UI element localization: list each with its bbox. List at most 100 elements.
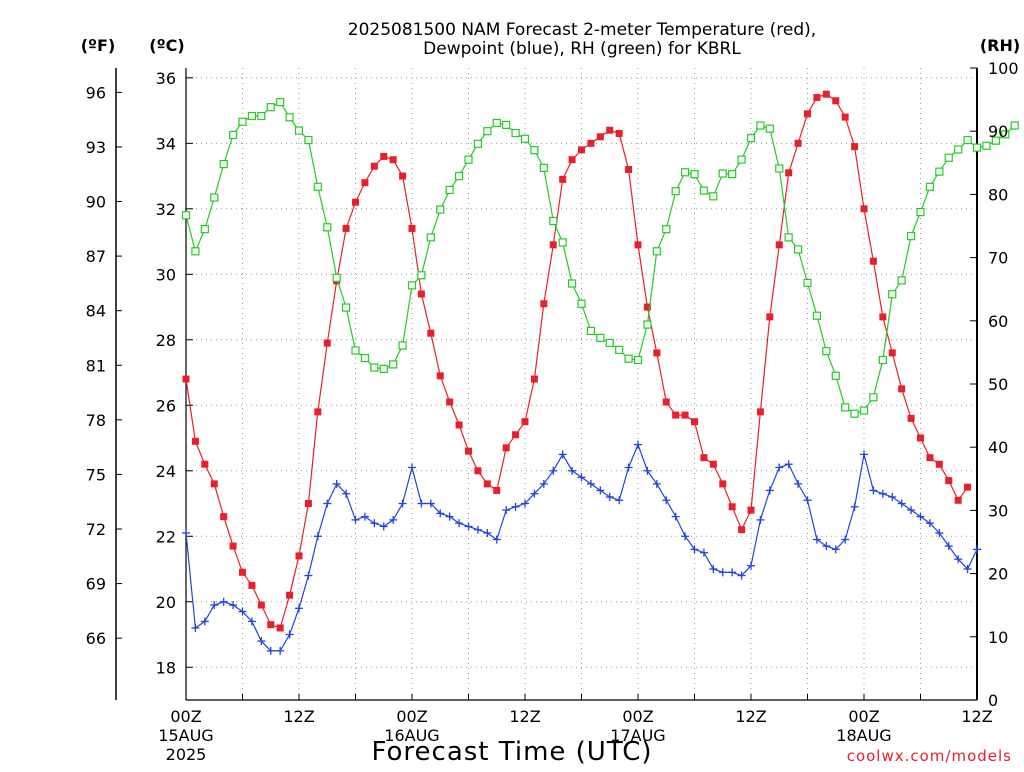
temperature-point (559, 175, 567, 183)
dewpoint-point (210, 601, 219, 610)
rh-line (185, 101, 1016, 415)
fahrenheit-tick-label: 72 (86, 520, 106, 539)
dewpoint-point (417, 499, 426, 508)
series-layer (181, 90, 1019, 655)
dewpoint-point (351, 515, 360, 524)
rh-point (247, 111, 257, 121)
temperature-point (304, 500, 312, 508)
dewpoint-point (247, 617, 256, 626)
dewpoint-point (370, 519, 379, 528)
rh-point (963, 135, 972, 145)
temperature-point (352, 198, 359, 206)
rh-point (567, 279, 577, 288)
rh-point (850, 409, 859, 418)
temperature-point (474, 467, 482, 475)
rh-unit-label: (RH) (980, 36, 1020, 55)
rh-point (615, 345, 624, 354)
rh-point (784, 233, 793, 242)
x-tick-label: 12Z (283, 707, 314, 726)
dewpoint-point (841, 535, 850, 544)
temperature-point (370, 162, 378, 170)
dewpoint-point (671, 512, 680, 521)
rh-point (436, 205, 445, 214)
dewpoint-point (662, 496, 671, 505)
celsius-tick-label: 32 (156, 200, 176, 219)
rh-point (831, 371, 840, 380)
rh-point (370, 363, 379, 372)
rh-point (878, 355, 887, 365)
text-layer: 2025081500 NAM Forecast 2-meter Temperat… (81, 20, 1020, 767)
temperature-point (342, 224, 350, 232)
rh-point (454, 171, 464, 181)
rh-tick-label: 50 (988, 375, 1008, 394)
rh-point (812, 311, 822, 320)
rh-point (294, 126, 304, 135)
celsius-tick-label: 18 (156, 658, 176, 677)
dewpoint-point (869, 486, 878, 495)
dewpoint-point (558, 450, 567, 459)
temperature-point (691, 418, 698, 426)
rh-point (445, 185, 454, 195)
temperature-point (267, 621, 275, 629)
temperature-point (182, 375, 190, 383)
x-tick-label: 00Z (848, 707, 879, 726)
temperature-point (229, 542, 237, 550)
celsius-unit-label: (ºC) (149, 36, 184, 55)
dewpoint-point (342, 489, 351, 498)
temperature-point (455, 421, 463, 429)
temperature-point (399, 172, 407, 180)
dewpoint-point (850, 502, 859, 511)
temperature-point (964, 483, 972, 491)
rh-point (266, 103, 275, 112)
temperature-point (728, 503, 736, 511)
dewpoint-point (728, 568, 737, 577)
temperature-point (361, 179, 369, 187)
temperature-point (738, 526, 746, 534)
dewpoint-point (596, 486, 605, 495)
rh-point (633, 355, 643, 365)
temperature-point (662, 398, 670, 406)
x-date-label: 15AUG (158, 726, 213, 745)
rh-tick-label: 10 (988, 628, 1008, 647)
temperature-point (191, 437, 199, 445)
temperature-point (220, 513, 228, 521)
temperature-point (822, 90, 830, 98)
celsius-tick-label: 20 (156, 593, 176, 612)
rh-point (417, 271, 426, 280)
temperature-point (945, 477, 953, 485)
temperature-point (775, 241, 783, 249)
temperature-point (578, 146, 585, 154)
dewpoint-point (266, 646, 275, 655)
dewpoint-point (973, 545, 981, 554)
rh-tick-label: 20 (988, 565, 1008, 584)
temperature-point (502, 444, 510, 452)
dewpoint-point (709, 565, 718, 574)
dewpoint-point (822, 542, 831, 551)
temperature-point (851, 143, 859, 151)
temperature-point (879, 313, 887, 321)
rh-tick-label: 100 (988, 59, 1019, 78)
temperature-point (907, 414, 915, 422)
temperature-point (568, 156, 576, 164)
temperature-point (653, 349, 661, 357)
dewpoint-point (229, 601, 238, 610)
dewpoint-point (925, 519, 934, 528)
dewpoint-point (652, 479, 661, 488)
rh-tick-label: 70 (988, 249, 1008, 268)
dewpoint-point (775, 463, 784, 472)
dewpoint-point (888, 492, 897, 501)
celsius-tick-label: 22 (156, 527, 176, 546)
rh-tick-label: 60 (988, 312, 1008, 331)
dewpoint-point (897, 499, 906, 508)
rh-point (671, 187, 680, 196)
celsius-tick-label: 36 (156, 69, 176, 88)
temperature-point (898, 385, 906, 393)
x-date-label: 16AUG (384, 726, 439, 745)
dewpoint-point (963, 565, 972, 574)
dewpoint-point (539, 479, 548, 488)
temperature-point (587, 139, 595, 147)
temperature-point (210, 480, 218, 488)
dewpoint-point (690, 545, 699, 554)
